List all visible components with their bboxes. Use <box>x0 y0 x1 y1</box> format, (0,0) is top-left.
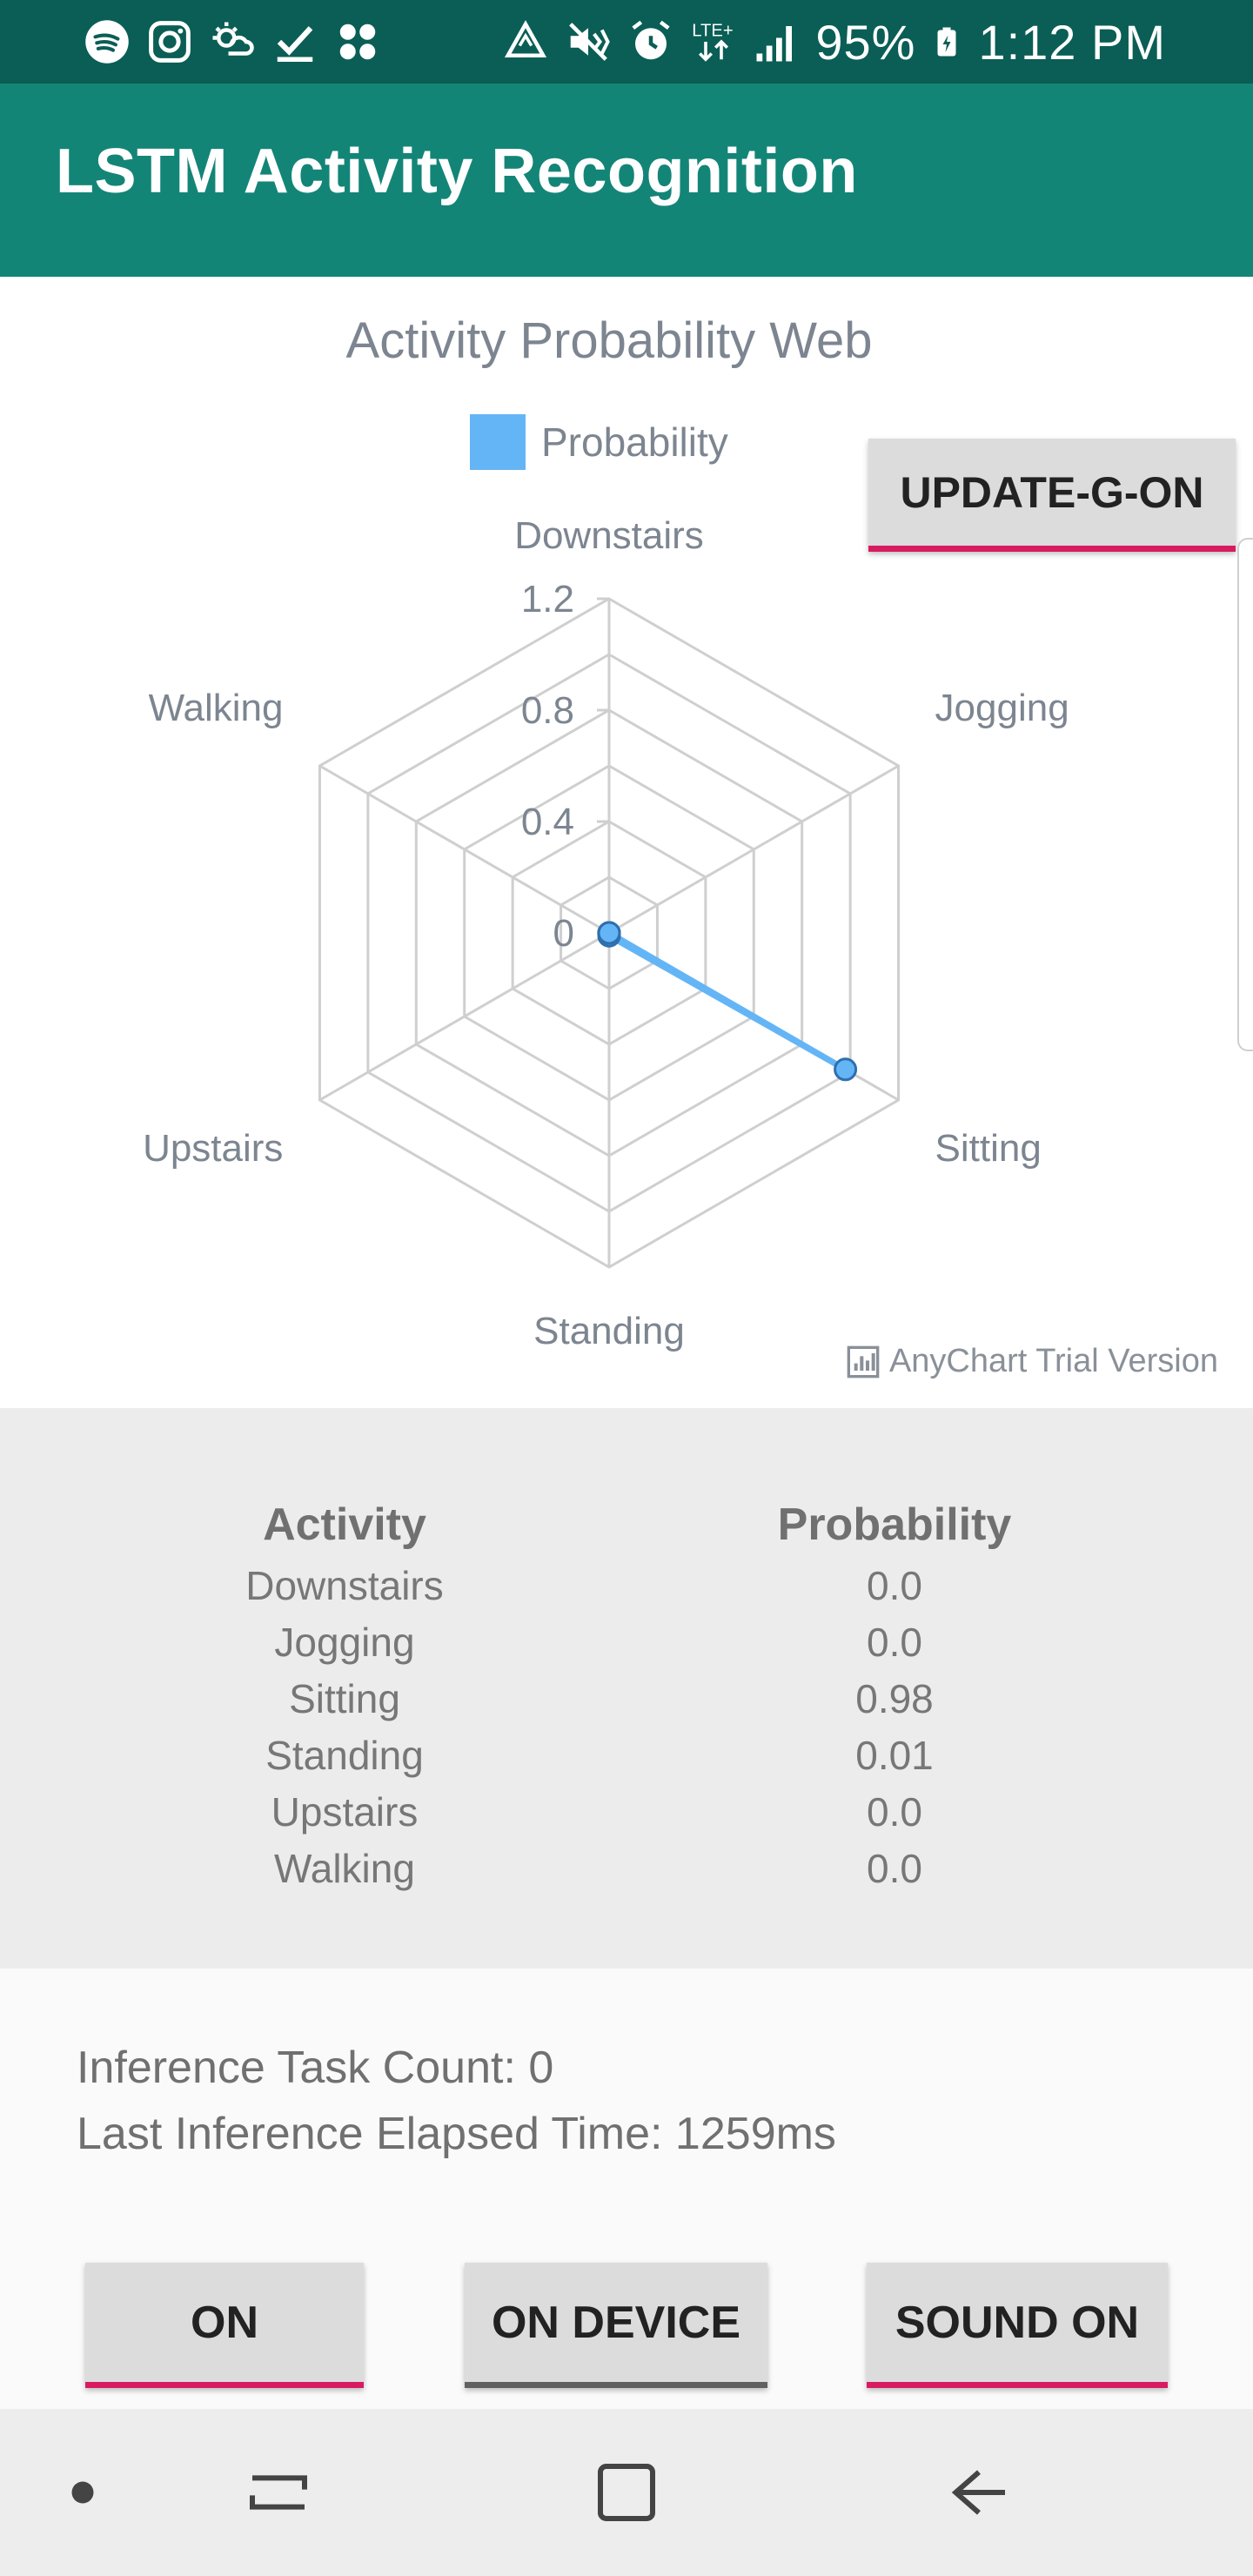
lte-icon: LTE+ <box>693 21 734 62</box>
dot-icon <box>71 2481 94 2504</box>
watermark-text: AnyChart Trial Version <box>888 1343 1218 1379</box>
task-count-text: Inference Task Count: 0 <box>77 2043 554 2093</box>
on-button[interactable]: ON <box>85 2263 364 2388</box>
back-button[interactable] <box>927 2409 1031 2576</box>
battery-percent: 95% <box>815 14 916 70</box>
anychart-watermark[interactable]: AnyChart Trial Version <box>846 1343 1218 1380</box>
table-cell-probability: 0.98 <box>855 1676 934 1721</box>
vibrate-icon <box>569 23 611 61</box>
radar-tick-label: 0 <box>553 912 574 955</box>
elapsed-time-text: Last Inference Elapsed Time: 1259ms <box>77 2109 836 2159</box>
svg-text:LTE+: LTE+ <box>693 21 734 40</box>
activity-column: Activity Downstairs Jogging Sitting Stan… <box>127 1492 562 1897</box>
apps-icon <box>339 23 376 60</box>
back-icon <box>951 2470 1005 2515</box>
radar-chart-svg: 0 0.4 0.8 1.2 Downstairs Jogging Sitting Standi… <box>143 514 1069 1352</box>
probability-header: Probability <box>777 1499 1012 1550</box>
table-cell-activity: Upstairs <box>271 1789 419 1835</box>
table-cell-activity: Downstairs <box>245 1563 444 1608</box>
home-button[interactable] <box>574 2409 679 2576</box>
radar-chart: 0 0.4 0.8 1.2 Downstairs Jogging Sitting Standi… <box>0 277 1253 1408</box>
radar-series-line <box>606 929 849 1073</box>
sound-on-button[interactable]: SOUND ON <box>867 2263 1168 2388</box>
nav-dot[interactable] <box>35 2409 131 2576</box>
app-title: LSTM Activity Recognition <box>56 137 858 206</box>
home-icon <box>598 2464 655 2521</box>
table-cell-probability: 0.0 <box>867 1563 922 1608</box>
radar-spoke <box>318 931 610 1102</box>
spotify-icon <box>85 20 129 64</box>
side-panel-handle[interactable] <box>1237 538 1253 1051</box>
update-g-on-button[interactable]: UPDATE-G-ON <box>868 439 1236 552</box>
probability-table: Activity Downstairs Jogging Sitting Stan… <box>0 1408 1253 1969</box>
legend-label: Probability <box>541 419 728 465</box>
status-left-icons <box>84 0 381 84</box>
instagram-icon <box>149 21 191 63</box>
battery-icon <box>937 27 956 57</box>
signal-icon <box>756 26 793 62</box>
alarm-icon <box>632 20 670 60</box>
table-cell-probability: 0.0 <box>867 1846 922 1891</box>
on-device-button[interactable]: ON DEVICE <box>465 2263 767 2388</box>
recents-icon <box>250 2475 307 2510</box>
radar-data-point <box>597 921 621 945</box>
radar-axis-label: Walking <box>149 687 284 729</box>
legend-swatch <box>470 414 526 470</box>
radar-tick-label: 1.2 <box>521 578 574 621</box>
data-saver-icon <box>505 20 547 57</box>
status-bar: LTE+ 95% 1:12 PM <box>0 0 1253 84</box>
radar-spoke <box>318 764 610 935</box>
table-cell-activity: Sitting <box>289 1676 400 1721</box>
table-cell-probability: 0.01 <box>855 1733 934 1778</box>
table-cell-activity: Walking <box>274 1846 415 1891</box>
radar-axis-label: Jogging <box>935 687 1069 729</box>
table-cell-probability: 0.0 <box>867 1789 922 1835</box>
radar-axis-label: Sitting <box>935 1127 1042 1170</box>
table-cell-activity: Standing <box>265 1733 424 1778</box>
radar-axis-label: Downstairs <box>514 514 704 557</box>
status-right-icons: LTE+ 95% 1:12 PM <box>502 0 1166 84</box>
radar-spoke <box>608 764 900 935</box>
activity-header: Activity <box>263 1499 426 1550</box>
table-cell-probability: 0.0 <box>867 1620 922 1665</box>
radar-axis-label: Upstairs <box>143 1127 283 1170</box>
navigation-bar <box>0 2409 1253 2576</box>
probability-column: Probability 0.0 0.0 0.98 0.01 0.0 0.0 <box>677 1492 1112 1897</box>
radar-axis-label: Standing <box>533 1310 685 1352</box>
radar-data-point <box>834 1057 858 1082</box>
check-icon <box>277 26 313 62</box>
table-cell-activity: Jogging <box>274 1620 415 1665</box>
chart-title: Activity Probability Web <box>345 312 873 369</box>
weather-icon <box>212 22 254 56</box>
chart-legend[interactable]: Probability <box>470 414 728 470</box>
status-time: 1:12 PM <box>978 14 1166 70</box>
recents-button[interactable] <box>226 2409 331 2576</box>
chart-logo-icon <box>847 1345 880 1378</box>
radar-tick-label: 0.8 <box>521 689 574 732</box>
radar-tick-label: 0.4 <box>521 801 574 843</box>
app-bar: LSTM Activity Recognition <box>0 84 1253 277</box>
